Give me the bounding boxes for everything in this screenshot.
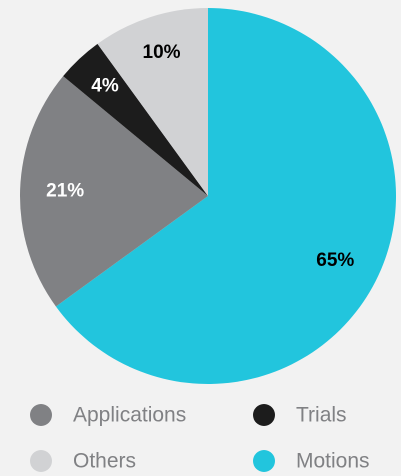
value-label: 65% bbox=[316, 250, 354, 271]
legend-swatch bbox=[253, 450, 275, 472]
legend-swatch bbox=[30, 450, 52, 472]
pie-slice bbox=[63, 43, 208, 197]
legend-swatch bbox=[253, 404, 275, 426]
legend-label: Motions bbox=[296, 450, 370, 473]
legend-label: Trials bbox=[296, 404, 347, 427]
value-label: 4% bbox=[91, 75, 119, 96]
pie-slice bbox=[55, 8, 396, 385]
value-label: 21% bbox=[46, 181, 84, 202]
legend-label: Others bbox=[73, 450, 136, 473]
pie-slice bbox=[19, 76, 208, 307]
pie-slice bbox=[97, 8, 208, 196]
legend-label: Applications bbox=[73, 404, 186, 427]
legend-swatch bbox=[30, 404, 52, 426]
value-label: 10% bbox=[143, 42, 181, 63]
